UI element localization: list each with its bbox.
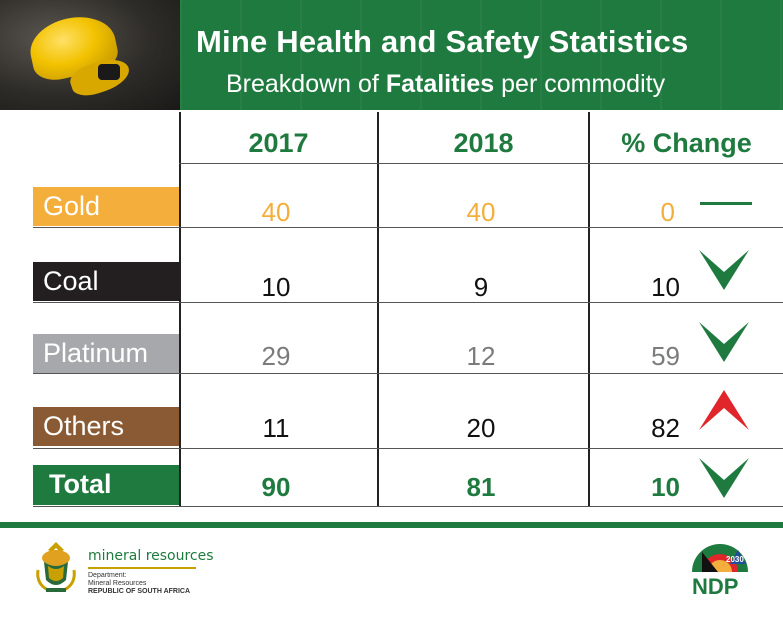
cell-total-2017: 90 [261, 472, 291, 502]
cell-total-change: 10 [651, 472, 680, 502]
table-row-divider [33, 373, 783, 374]
dept-name: mineral resources [88, 548, 214, 564]
cell-coal-change: 10 [651, 272, 680, 302]
department-logo: mineral resources Department: Mineral Re… [88, 548, 214, 596]
row-label-coal: Coal [33, 262, 179, 301]
cell-coal-2017: 10 [261, 272, 291, 302]
row-label-others: Others [33, 407, 179, 446]
table-row-divider [33, 448, 783, 449]
ndp-year: 2030 [726, 555, 744, 564]
flat-trend-icon [700, 202, 752, 205]
table-row-divider [33, 302, 783, 303]
row-label-platinum: Platinum [33, 334, 179, 373]
cell-platinum-2017: 29 [261, 341, 291, 371]
cell-others-2018: 20 [466, 413, 496, 443]
row-label-gold: Gold [33, 187, 179, 226]
ndp-text: NDP [692, 574, 738, 598]
page-title: Mine Health and Safety Statistics [196, 24, 689, 59]
table-divider [588, 112, 590, 507]
cell-others-2017: 11 [262, 413, 290, 443]
cell-platinum-change: 59 [651, 341, 680, 371]
page-subtitle: Breakdown of Fatalities per commodity [226, 70, 666, 98]
cell-coal-2018: 9 [473, 272, 489, 302]
down-trend-icon [699, 250, 749, 290]
row-label-total: Total [33, 465, 179, 505]
down-trend-icon [699, 322, 749, 362]
down-trend-icon [699, 458, 749, 498]
dept-line2: Mineral Resources [88, 580, 147, 587]
up-trend-icon [699, 390, 749, 430]
cell-gold-2018: 40 [466, 197, 496, 227]
table-row-divider [33, 227, 783, 228]
ndp-2030-logo: 2030 NDP [692, 544, 748, 598]
coat-of-arms-logo [36, 542, 76, 592]
cell-others-change: 82 [651, 413, 680, 443]
cell-total-2018: 81 [466, 472, 496, 502]
header-pattern [180, 0, 783, 110]
header-banner: Mine Health and Safety Statistics Breakd… [0, 0, 783, 110]
dept-line1: Department: [88, 572, 127, 579]
column-header-2017: 2017 [248, 128, 309, 158]
dept-line3: REPUBLIC OF SOUTH AFRICA [88, 588, 191, 595]
miner-helmet-photo [0, 0, 180, 110]
table-divider [179, 112, 181, 507]
column-header-change: % Change [621, 128, 752, 158]
cell-gold-2017: 40 [261, 197, 291, 227]
cell-platinum-2018: 12 [466, 341, 496, 371]
footer-rule [0, 522, 783, 528]
table-divider [377, 112, 379, 507]
column-header-2018: 2018 [453, 128, 514, 158]
cell-gold-change: 0 [660, 197, 675, 227]
table-row-divider [33, 506, 783, 507]
table-row-divider [179, 163, 783, 164]
